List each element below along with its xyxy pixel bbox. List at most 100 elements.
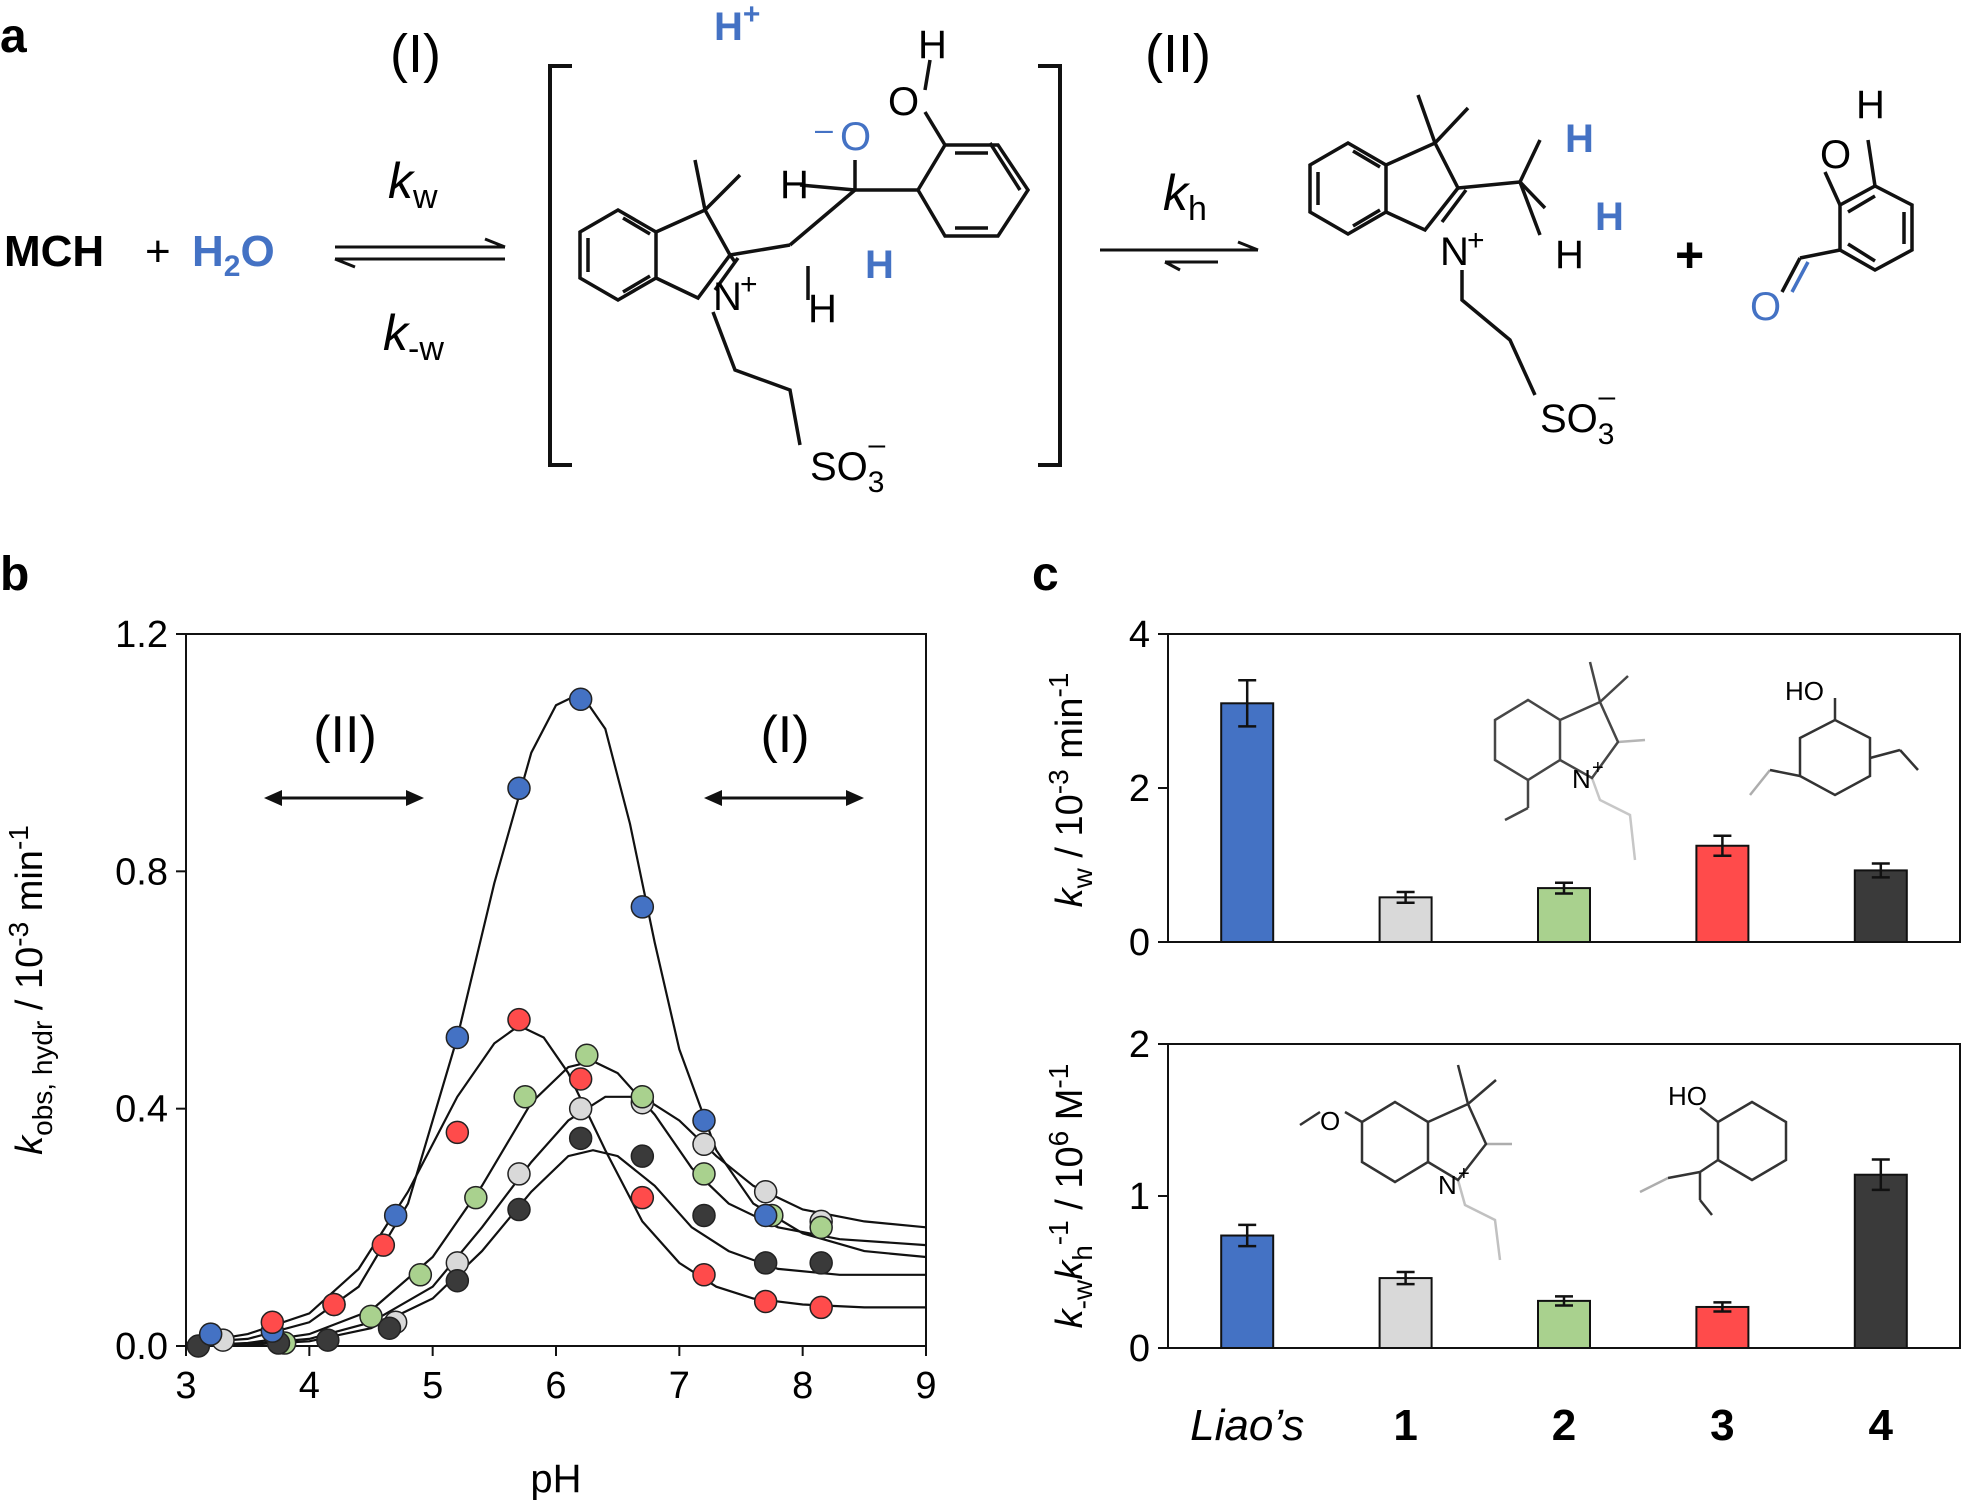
category-label: Liao’s bbox=[1190, 1401, 1304, 1450]
atom-h-2: H bbox=[780, 163, 809, 207]
bar-1 bbox=[1378, 896, 1433, 944]
salicylaldehyde-atoms: H O O bbox=[1750, 83, 1885, 329]
y-tick-label: 2 bbox=[1129, 1024, 1150, 1066]
data-point bbox=[630, 895, 655, 919]
reaction-scheme: MCH + H2O (I) kw k-w bbox=[4, 0, 1914, 499]
data-point bbox=[692, 1263, 716, 1287]
intermediate-structure bbox=[578, 59, 1031, 446]
error-bar bbox=[1555, 881, 1573, 895]
ratio-bars: 0 1 2 bbox=[1129, 1024, 1908, 1370]
plot-frame-b bbox=[185, 633, 927, 1347]
data-point bbox=[692, 1162, 716, 1186]
data-point bbox=[568, 1126, 593, 1151]
data-point bbox=[445, 1025, 470, 1050]
x-tick-label: 4 bbox=[299, 1365, 320, 1407]
error-bar bbox=[1555, 1295, 1573, 1307]
plus-sign-2: + bbox=[1675, 227, 1704, 283]
kw-bars: 0 2 4 bbox=[1129, 614, 1908, 964]
atom-n-2: N bbox=[1440, 230, 1469, 274]
fit-curve-0 bbox=[185, 691, 927, 1345]
inset-atom-n-top: N bbox=[1572, 764, 1591, 794]
data-point bbox=[507, 1197, 531, 1222]
water-label: H2O bbox=[192, 227, 275, 283]
category-label: 3 bbox=[1710, 1401, 1734, 1450]
region-arrows bbox=[264, 790, 864, 806]
kw-label: kw bbox=[388, 153, 438, 216]
data-point bbox=[630, 1144, 655, 1168]
data-point bbox=[198, 1322, 223, 1346]
data-point bbox=[464, 1185, 488, 1210]
bar-2 bbox=[1537, 1299, 1591, 1350]
data-point bbox=[692, 1108, 716, 1133]
inset-charge-bottom: + bbox=[1458, 1163, 1470, 1185]
plus-sign-1: + bbox=[145, 227, 171, 276]
fit-curve-1 bbox=[185, 1024, 926, 1346]
bar-0 bbox=[1220, 1234, 1275, 1350]
inset-structure-top-1 bbox=[1493, 661, 1646, 861]
data-point bbox=[692, 1132, 716, 1157]
y-axis-label-ratio: k-wkh-1 / 106 M-1 bbox=[1043, 1064, 1098, 1329]
data-points bbox=[186, 687, 833, 1358]
x-axis-label-ph: pH bbox=[530, 1457, 581, 1500]
data-point bbox=[630, 1185, 655, 1210]
atom-h: H bbox=[918, 23, 947, 67]
data-point bbox=[316, 1328, 340, 1352]
x-tick-label: 9 bbox=[915, 1365, 936, 1407]
atom-h-blue-2: H bbox=[1565, 117, 1594, 161]
data-point bbox=[507, 1162, 531, 1186]
inset-ho-top: HO bbox=[1785, 676, 1824, 706]
data-point bbox=[630, 1085, 655, 1109]
data-point bbox=[507, 1007, 531, 1032]
bar-1 bbox=[1378, 1277, 1433, 1349]
atom-o-2: O bbox=[1820, 133, 1851, 177]
error-bar bbox=[1396, 890, 1415, 904]
sulfonate-label-2: SO3– bbox=[1540, 380, 1615, 451]
panel-label-a: a bbox=[0, 10, 27, 63]
data-point bbox=[568, 1096, 593, 1121]
atom-o: O bbox=[888, 80, 919, 124]
category-label: 1 bbox=[1393, 1401, 1417, 1450]
x-tick-label: 3 bbox=[175, 1365, 196, 1407]
equilibrium-arrow-2 bbox=[1100, 240, 1259, 272]
inset-atom-o-bottom: O bbox=[1320, 1106, 1340, 1136]
intermediate-brackets bbox=[548, 64, 1062, 467]
data-point bbox=[377, 1316, 402, 1340]
data-point bbox=[753, 1289, 778, 1314]
atom-h-4: H bbox=[1555, 233, 1584, 277]
data-point bbox=[809, 1215, 833, 1240]
x-tick-label: 8 bbox=[792, 1365, 813, 1407]
data-point bbox=[692, 1203, 716, 1228]
charge-minus: – bbox=[815, 111, 833, 147]
error-bar bbox=[1238, 1223, 1257, 1248]
bar-3 bbox=[1695, 844, 1750, 943]
fit-curves bbox=[185, 691, 927, 1348]
category-label: 4 bbox=[1869, 1401, 1894, 1450]
step-label-1: (I) bbox=[390, 24, 441, 84]
atom-o-blue: O bbox=[840, 115, 871, 159]
data-point bbox=[507, 776, 531, 801]
fit-curve-4 bbox=[185, 1149, 926, 1348]
y-tick-label: 0.8 bbox=[115, 851, 168, 893]
inset-structure-bottom-2 bbox=[1639, 1100, 1788, 1216]
error-bar bbox=[1238, 678, 1257, 728]
atom-o-blue-2: O bbox=[1750, 285, 1781, 329]
data-point bbox=[753, 1203, 778, 1228]
data-point bbox=[575, 1043, 599, 1068]
bar-4 bbox=[1853, 869, 1908, 944]
charge-plus: + bbox=[740, 268, 758, 301]
data-point bbox=[322, 1292, 346, 1317]
intermediate-atoms: H+ H O O – H H H N + SO3– bbox=[713, 0, 947, 499]
salicylaldehyde-structure bbox=[1780, 139, 1914, 293]
y-tick-label: 1.2 bbox=[115, 614, 168, 656]
ph-axis-ticks: 3 4 5 6 7 8 9 0.0 0.4 0.8 1.2 bbox=[115, 614, 936, 1407]
data-point bbox=[445, 1268, 470, 1293]
data-point bbox=[753, 1179, 778, 1204]
proton-label: H+ bbox=[714, 0, 760, 49]
data-point bbox=[371, 1233, 396, 1257]
rate-constant-bars: 0 2 4 0 1 2 Liao’s 1 2 3 4 kw / 10-3 min-1 k-wkh… bbox=[1043, 614, 1961, 1450]
kh-label: kh bbox=[1163, 165, 1207, 228]
bar-0 bbox=[1220, 702, 1275, 943]
inset-charge-top: + bbox=[1592, 757, 1604, 779]
data-point bbox=[383, 1203, 408, 1228]
